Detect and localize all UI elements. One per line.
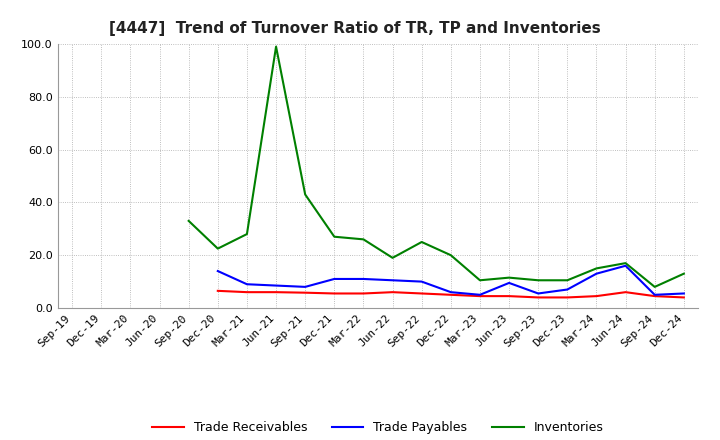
Trade Receivables <box>243 290 251 295</box>
Trade Payables <box>650 292 659 297</box>
Trade Payables <box>213 268 222 274</box>
Trade Receivables <box>650 293 659 299</box>
Trade Payables <box>621 263 630 268</box>
Inventories <box>592 266 600 271</box>
Line: Inventories: Inventories <box>189 47 684 287</box>
Inventories <box>418 239 426 245</box>
Inventories <box>680 271 688 276</box>
Line: Trade Receivables: Trade Receivables <box>217 291 684 297</box>
Trade Payables <box>388 278 397 283</box>
Trade Receivables <box>301 290 310 295</box>
Trade Receivables <box>271 290 280 295</box>
Text: [4447]  Trend of Turnover Ratio of TR, TP and Inventories: [4447] Trend of Turnover Ratio of TR, TP… <box>109 21 600 36</box>
Trade Receivables <box>388 290 397 295</box>
Trade Payables <box>243 282 251 287</box>
Inventories <box>184 218 193 224</box>
Trade Payables <box>359 276 368 282</box>
Inventories <box>243 231 251 237</box>
Trade Payables <box>592 271 600 276</box>
Trade Receivables <box>592 293 600 299</box>
Inventories <box>505 275 513 280</box>
Trade Payables <box>446 290 455 295</box>
Inventories <box>388 255 397 260</box>
Trade Receivables <box>680 295 688 300</box>
Trade Receivables <box>418 291 426 296</box>
Inventories <box>650 284 659 290</box>
Trade Receivables <box>476 293 485 299</box>
Trade Payables <box>418 279 426 284</box>
Trade Payables <box>301 284 310 290</box>
Trade Receivables <box>359 291 368 296</box>
Trade Payables <box>534 291 543 296</box>
Trade Payables <box>271 283 280 288</box>
Trade Receivables <box>563 295 572 300</box>
Trade Receivables <box>330 291 338 296</box>
Inventories <box>301 192 310 197</box>
Trade Payables <box>680 291 688 296</box>
Trade Receivables <box>534 295 543 300</box>
Inventories <box>359 237 368 242</box>
Inventories <box>476 278 485 283</box>
Inventories <box>534 278 543 283</box>
Trade Receivables <box>621 290 630 295</box>
Trade Receivables <box>505 293 513 299</box>
Trade Receivables <box>213 288 222 293</box>
Legend: Trade Receivables, Trade Payables, Inventories: Trade Receivables, Trade Payables, Inven… <box>148 416 608 439</box>
Trade Payables <box>330 276 338 282</box>
Trade Payables <box>476 292 485 297</box>
Inventories <box>213 246 222 251</box>
Trade Receivables <box>446 292 455 297</box>
Inventories <box>330 234 338 239</box>
Inventories <box>563 278 572 283</box>
Trade Payables <box>505 280 513 286</box>
Line: Trade Payables: Trade Payables <box>217 266 684 295</box>
Trade Payables <box>563 287 572 292</box>
Inventories <box>621 260 630 266</box>
Inventories <box>446 253 455 258</box>
Inventories <box>271 44 280 49</box>
